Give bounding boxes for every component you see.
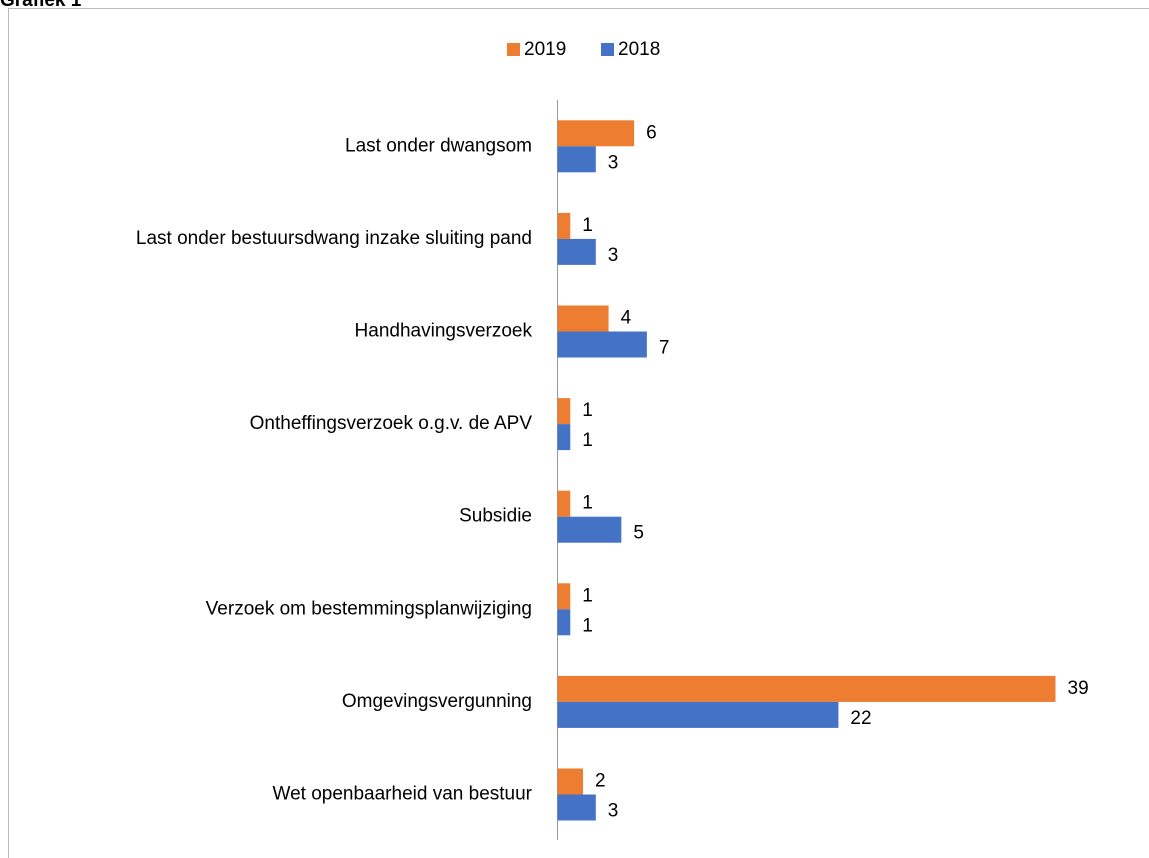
data-label: 1: [582, 430, 593, 451]
data-label: 1: [582, 615, 593, 636]
bar: [557, 305, 609, 332]
y-tick-label: Last onder bestuursdwang inzake sluiting…: [136, 228, 532, 249]
data-label: 1: [582, 585, 593, 606]
bar: [557, 516, 622, 543]
bar: [557, 701, 839, 728]
data-label: 3: [608, 152, 619, 173]
data-label: 1: [582, 493, 593, 514]
y-tick-label: Wet openbaarheid van bestuur: [273, 784, 533, 805]
data-label: 1: [582, 215, 593, 236]
bar: [557, 212, 571, 239]
y-tick-label: Handhavingsverzoek: [355, 321, 533, 342]
bar: [557, 146, 596, 173]
bar: [557, 490, 571, 517]
bar: [557, 675, 1056, 702]
bar: [557, 238, 596, 265]
bar: [557, 424, 571, 451]
y-tick-label: Subsidie: [459, 506, 532, 527]
data-label: 2: [595, 771, 606, 792]
y-tick-label: Ontheffingsverzoek o.g.v. de APV: [250, 413, 533, 434]
data-label: 4: [621, 308, 632, 329]
data-label: 39: [1068, 678, 1089, 699]
y-tick-label: Last onder dwangsom: [345, 135, 532, 156]
bar: [557, 583, 571, 610]
legend-swatch: [601, 43, 614, 56]
data-label: 5: [633, 523, 644, 544]
chart-title: Grafiek 1: [0, 0, 82, 11]
data-label: 7: [659, 338, 670, 359]
y-tick-label: Omgevingsvergunning: [342, 691, 532, 712]
data-label: 3: [608, 801, 619, 822]
bar: [557, 120, 635, 147]
data-label: 1: [582, 400, 593, 421]
bar: [557, 331, 647, 358]
legend-swatch: [507, 43, 520, 56]
legend-label: 2019: [524, 39, 566, 60]
bar: [557, 768, 584, 795]
bar: [557, 609, 571, 636]
bar: [557, 794, 596, 821]
bar: [557, 398, 571, 425]
legend-label: 2018: [618, 39, 660, 60]
data-label: 3: [608, 245, 619, 266]
y-tick-label: Verzoek om bestemmingsplanwijziging: [206, 598, 532, 619]
data-label: 6: [646, 122, 657, 143]
data-label: 22: [850, 708, 871, 729]
